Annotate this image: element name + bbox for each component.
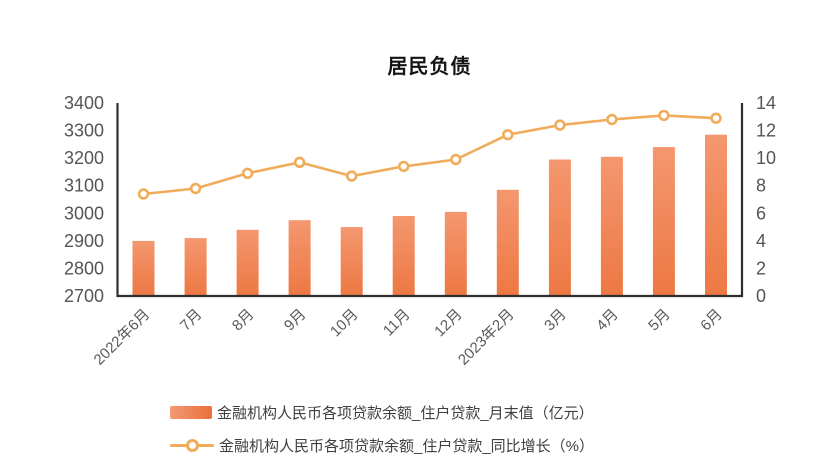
y-axis-left-tick-label: 3400 bbox=[64, 93, 104, 113]
y-axis-right-tick-label: 14 bbox=[756, 93, 776, 113]
y-axis-right-tick-label: 10 bbox=[756, 148, 776, 168]
x-axis-tick-label: 5月 bbox=[645, 306, 674, 335]
trend-point bbox=[554, 119, 566, 131]
trend-point bbox=[189, 182, 202, 195]
trend-point bbox=[398, 160, 410, 173]
bar bbox=[392, 216, 415, 296]
bar bbox=[288, 220, 311, 296]
x-axis-tick-label: 11月 bbox=[380, 306, 414, 340]
x-axis-tick-label: 12月 bbox=[431, 306, 465, 340]
bar bbox=[444, 211, 467, 296]
x-axis-tick-label: 6月 bbox=[697, 306, 726, 335]
legend-label-bar-series: 金融机构人民币各项贷款余额_住户贷款_月末值（亿元） bbox=[217, 404, 594, 422]
y-axis-left-tick-label: 2900 bbox=[64, 231, 104, 251]
y-axis-left-tick-label: 3100 bbox=[64, 176, 104, 196]
x-axis-tick-label: 3月 bbox=[541, 306, 570, 335]
trend-point bbox=[606, 113, 618, 126]
trend-point bbox=[450, 153, 462, 166]
bar bbox=[132, 240, 155, 296]
x-axis-tick-label: 4月 bbox=[593, 306, 622, 335]
bar bbox=[705, 134, 727, 296]
y-axis-right-tick-label: 4 bbox=[756, 231, 766, 251]
bar bbox=[340, 227, 363, 296]
bar bbox=[236, 229, 259, 296]
y-axis-right-tick-label: 2 bbox=[756, 258, 766, 278]
x-axis-tick-label: 2023年2月 bbox=[455, 306, 518, 369]
y-axis-left-tick-label: 3000 bbox=[64, 203, 104, 223]
trend-point bbox=[137, 188, 150, 200]
y-axis-left-tick-label: 2800 bbox=[64, 258, 104, 278]
trend-point bbox=[241, 167, 254, 180]
chart-title: 居民负债 bbox=[387, 56, 472, 78]
y-axis-left-tick-label: 3300 bbox=[64, 121, 104, 141]
bar-series-swatch-icon bbox=[170, 405, 212, 419]
y-axis-right-tick-label: 6 bbox=[756, 203, 766, 223]
trend-point bbox=[293, 156, 306, 169]
legend-label-line-series: 金融机构人民币各项贷款余额_住户贷款_同比增长（%） bbox=[219, 437, 595, 455]
x-axis-tick-label: 9月 bbox=[281, 306, 310, 335]
trend-point bbox=[346, 170, 358, 182]
y-axis-right-tick-label: 0 bbox=[756, 286, 766, 306]
x-axis-tick-label: 2022年6月 bbox=[91, 306, 154, 369]
y-axis-right-tick-label: 12 bbox=[756, 121, 776, 141]
legend-item-bar-series: 金融机构人民币各项贷款余额_住户贷款_月末值（亿元） bbox=[170, 401, 594, 423]
trend-line bbox=[142, 114, 718, 196]
y-axis-right-tick-label: 8 bbox=[756, 176, 766, 196]
bar bbox=[496, 189, 519, 296]
line-series-swatch-icon bbox=[170, 438, 214, 452]
x-axis-tick-label: 7月 bbox=[177, 306, 206, 335]
x-axis-tick-label: 10月 bbox=[327, 306, 361, 340]
trend-point bbox=[502, 129, 514, 141]
legend: 金融机构人民币各项贷款余额_住户贷款_月末值（亿元） 金融机构人民币各项贷款余额… bbox=[170, 401, 594, 456]
y-axis-left-tick-label: 2700 bbox=[64, 286, 104, 306]
bar bbox=[548, 159, 571, 296]
y-axis-left-tick-label: 3200 bbox=[64, 148, 104, 168]
bar bbox=[652, 147, 675, 296]
bar bbox=[600, 156, 623, 296]
trend-point bbox=[710, 112, 722, 124]
x-axis-tick-label: 8月 bbox=[229, 306, 258, 335]
bar bbox=[184, 238, 207, 296]
trend-point bbox=[658, 109, 670, 122]
legend-item-line-series: 金融机构人民币各项贷款余额_住户贷款_同比增长（%） bbox=[170, 434, 594, 456]
